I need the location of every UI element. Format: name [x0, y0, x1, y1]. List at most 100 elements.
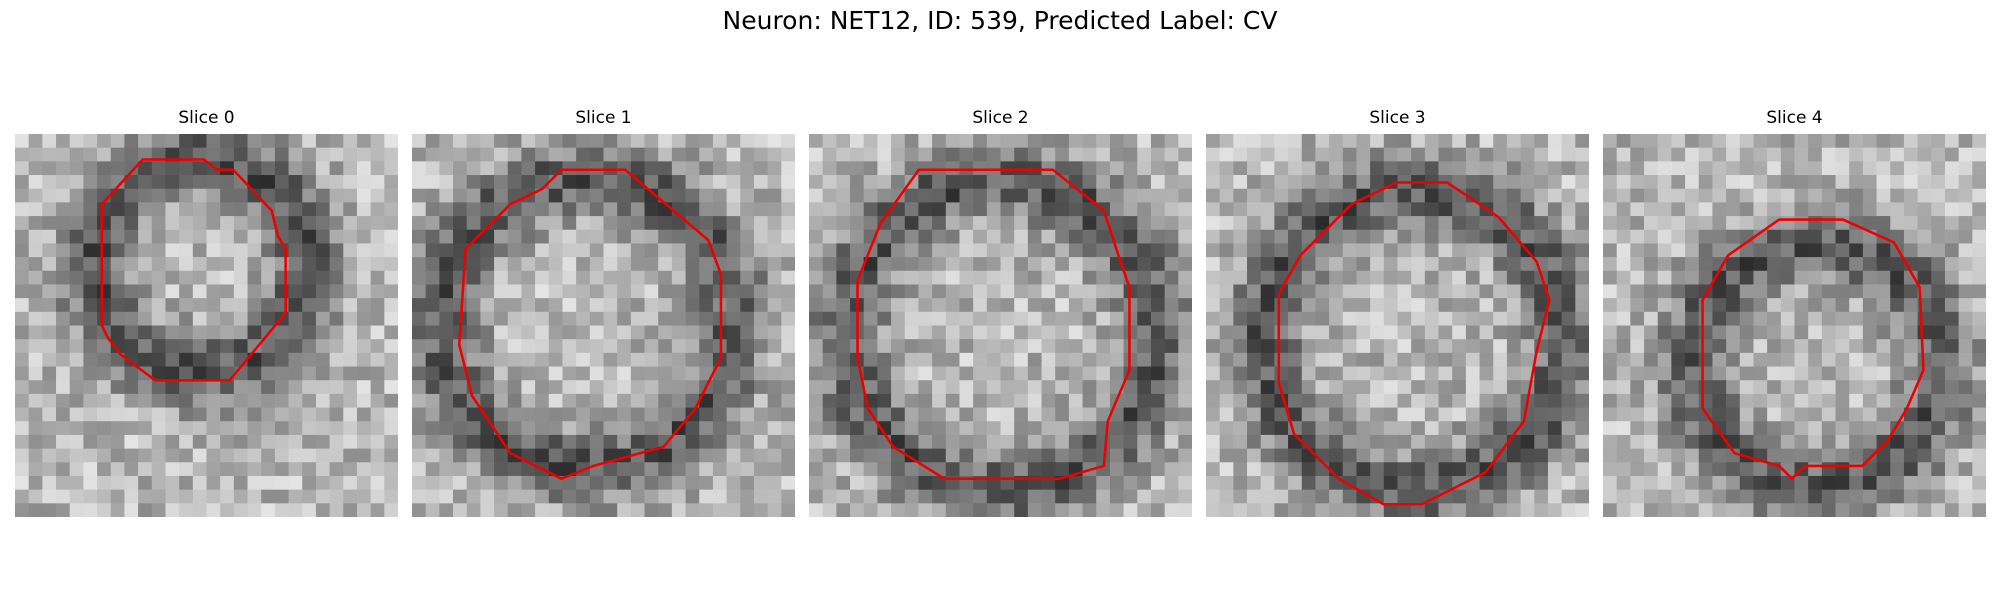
- pixel: [233, 284, 248, 299]
- pixel: [850, 229, 865, 244]
- pixel: [1219, 380, 1234, 395]
- pixel: [1903, 448, 1918, 463]
- pixel: [1890, 298, 1905, 313]
- pixel: [1917, 147, 1932, 162]
- pixel: [1411, 270, 1426, 285]
- pixel: [1944, 175, 1960, 190]
- pixel: [1876, 270, 1891, 285]
- pixel: [1424, 448, 1439, 463]
- pixel: [850, 188, 865, 203]
- pixel: [220, 503, 235, 517]
- pixel: [521, 134, 536, 149]
- pixel: [1712, 503, 1727, 517]
- pixel: [329, 134, 344, 149]
- pixel: [1178, 175, 1192, 190]
- pixel: [1068, 243, 1083, 258]
- pixel: [1123, 147, 1138, 162]
- pixel: [69, 134, 84, 149]
- pixel: [904, 475, 919, 491]
- pixel: [699, 298, 714, 313]
- pixel: [699, 216, 714, 231]
- pixel: [507, 270, 522, 285]
- pixel: [1575, 229, 1589, 244]
- pixel: [1506, 284, 1521, 299]
- pixel: [1329, 421, 1344, 436]
- pixel: [959, 284, 974, 299]
- pixel: [1547, 161, 1563, 176]
- pixel: [1479, 489, 1494, 504]
- pixel: [1944, 434, 1960, 449]
- pixel: [247, 475, 262, 491]
- pixel: [932, 475, 947, 491]
- pixel: [1753, 216, 1768, 231]
- pixel: [1452, 489, 1467, 504]
- pixel: [1534, 380, 1549, 395]
- pixel: [535, 475, 550, 491]
- pixel: [1630, 475, 1645, 491]
- pixel: [1452, 161, 1467, 176]
- pixel: [1055, 134, 1070, 149]
- pixel: [740, 188, 755, 203]
- pixel: [1233, 216, 1248, 231]
- pixel: [1493, 147, 1508, 162]
- pixel: [56, 311, 71, 326]
- pixel: [1506, 298, 1521, 313]
- pixel: [1096, 161, 1111, 176]
- pixel: [1917, 339, 1932, 354]
- pixel: [1944, 475, 1960, 491]
- pixel: [206, 462, 221, 477]
- pixel: [986, 270, 1001, 285]
- pixel: [1247, 448, 1262, 463]
- pixel: [1397, 284, 1412, 299]
- pixel: [261, 311, 276, 326]
- pixel: [712, 175, 727, 190]
- pixel: [192, 202, 207, 217]
- pixel: [617, 380, 632, 395]
- pixel: [850, 257, 865, 272]
- pixel: [630, 339, 645, 354]
- pixel: [658, 448, 673, 463]
- pixel: [110, 229, 125, 244]
- pixel: [110, 421, 125, 436]
- pixel: [726, 202, 741, 217]
- pixel: [1164, 393, 1179, 408]
- pixel: [124, 175, 139, 190]
- pixel: [712, 407, 727, 422]
- slice-image: [412, 134, 795, 517]
- pixel: [1397, 475, 1412, 491]
- pixel: [1835, 475, 1850, 491]
- pixel: [959, 462, 974, 477]
- pixel: [288, 407, 303, 422]
- pixel: [1397, 352, 1412, 367]
- pixel: [1917, 434, 1932, 449]
- pixel: [1014, 462, 1029, 477]
- pixel: [261, 393, 276, 408]
- pixel: [959, 147, 974, 162]
- pixel: [1972, 421, 1986, 436]
- pixel: [1329, 380, 1344, 395]
- pixel: [658, 175, 673, 190]
- pixel: [712, 421, 727, 436]
- pixel: [28, 352, 43, 367]
- pixel: [1630, 257, 1645, 272]
- pixel: [904, 393, 919, 408]
- pixel: [1767, 421, 1782, 436]
- pixel: [1575, 147, 1589, 162]
- pixel: [1342, 284, 1357, 299]
- pixel: [932, 229, 947, 244]
- pixel: [850, 380, 865, 395]
- pixel: [302, 380, 317, 395]
- pixel: [1603, 503, 1618, 517]
- pixel: [753, 421, 769, 436]
- pixel: [836, 380, 851, 395]
- pixel: [1082, 175, 1097, 190]
- pixel: [1342, 407, 1357, 422]
- pixel: [1767, 339, 1782, 354]
- pixel: [1041, 298, 1056, 313]
- pixel: [1329, 352, 1344, 367]
- pixel: [891, 229, 906, 244]
- pixel: [1082, 448, 1097, 463]
- pixel: [42, 448, 57, 463]
- pixel: [603, 243, 618, 258]
- pixel: [1452, 448, 1467, 463]
